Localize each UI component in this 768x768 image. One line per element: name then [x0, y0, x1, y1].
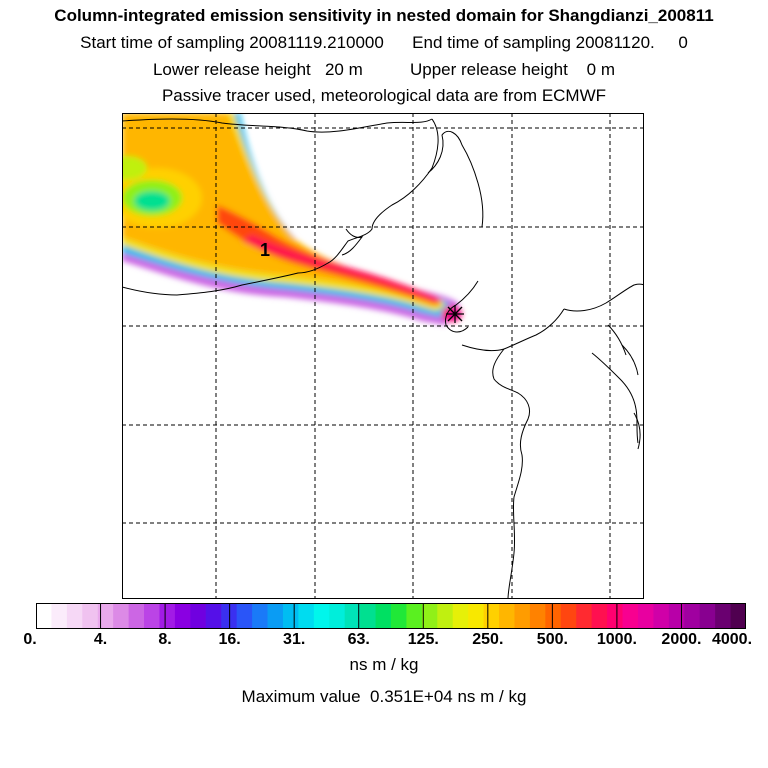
- colorbar-cell: [684, 603, 701, 629]
- colorbar-cell: [205, 603, 222, 629]
- colorbar-cell: [97, 603, 114, 629]
- sampling-time-line: Start time of sampling 20081119.210000 E…: [80, 33, 688, 52]
- colorbar-cell: [699, 603, 716, 629]
- trajectory-label: 1: [260, 240, 270, 260]
- colorbar-cell: [514, 603, 531, 629]
- colorbar-cell: [51, 603, 68, 629]
- colorbar-cell: [36, 603, 53, 629]
- colorbar-cell: [344, 603, 361, 629]
- colorbar-tick-label: 63.: [347, 631, 370, 648]
- colorbar-cell: [252, 603, 269, 629]
- colorbar-tick-label: 8.: [158, 631, 172, 648]
- colorbar-cell: [437, 603, 454, 629]
- lat-lon-grid: [122, 113, 644, 599]
- release-height-line: Lower release height 20 m Upper release …: [152, 60, 616, 79]
- maximum-value-text: Maximum value 0.351E+04 ns m / kg: [241, 687, 527, 706]
- colorbar-cell: [622, 603, 639, 629]
- colorbar-cell: [190, 603, 207, 629]
- colorbar-tick-label: 4000.: [711, 631, 753, 648]
- colorbar-cell: [529, 603, 546, 629]
- colorbar-cell: [360, 603, 377, 629]
- colorbar-cell: [560, 603, 577, 629]
- colorbar-cell: [607, 603, 624, 629]
- colorbar-cell: [576, 603, 593, 629]
- colorbar-tick-label: 16.: [218, 631, 241, 648]
- colorbar-cell: [174, 603, 191, 629]
- colorbar-cell: [452, 603, 469, 629]
- colorbar-cell: [406, 603, 423, 629]
- sensitivity-map: 1: [122, 113, 644, 599]
- colorbar-cell: [391, 603, 408, 629]
- colorbar-cell: [236, 603, 253, 629]
- tracer-info-line: Passive tracer used, meteorological data…: [161, 86, 607, 105]
- colorbar-cell: [82, 603, 99, 629]
- colorbar-tick-label: 250.: [472, 631, 504, 648]
- colorbar-tick-label: 125.: [407, 631, 439, 648]
- colorbar-cell: [468, 603, 485, 629]
- colorbar-cell: [267, 603, 284, 629]
- colorbar-cell: [375, 603, 392, 629]
- colorbar-tick-label: 31.: [283, 631, 306, 648]
- colorbar-tick-label: 4.: [93, 631, 108, 648]
- chart-title: Column-integrated emission sensitivity i…: [54, 6, 714, 25]
- colorbar-cell: [282, 603, 299, 629]
- colorbar: [36, 603, 746, 629]
- colorbar-cell: [66, 603, 83, 629]
- colorbar-cell: [159, 603, 176, 629]
- colorbar-cell: [298, 603, 315, 629]
- colorbar-tick-labels: 0. 4. 8. 16. 31. 63. 125. 250. 500. 1000. 2000. 400…: [0, 631, 768, 651]
- colorbar-cell: [144, 603, 161, 629]
- colorbar-cell: [483, 603, 500, 629]
- colorbar-cell: [545, 603, 562, 629]
- colorbar-tick-label: 0.: [23, 631, 37, 648]
- colorbar-cell: [329, 603, 346, 629]
- release-site-star-icon: [446, 305, 464, 323]
- colorbar-cell: [637, 603, 654, 629]
- colorbar-cell: [653, 603, 670, 629]
- colorbar-cell: [499, 603, 516, 629]
- coastline-borders: [122, 118, 644, 599]
- colorbar-cell: [128, 603, 145, 629]
- colorbar-cell: [421, 603, 438, 629]
- colorbar-units: ns m / kg: [349, 655, 419, 674]
- colorbar-tick-label: 1000.: [596, 631, 637, 648]
- colorbar-tick-label: 2000.: [661, 631, 702, 648]
- colorbar-cell: [591, 603, 608, 629]
- colorbar-cell: [715, 603, 732, 629]
- colorbar-cell: [113, 603, 130, 629]
- colorbar-cell: [313, 603, 330, 629]
- colorbar-cell: [668, 603, 685, 629]
- colorbar-tick-label: 500.: [536, 631, 568, 648]
- colorbar-cell: [730, 603, 746, 629]
- plume-field: [122, 113, 462, 325]
